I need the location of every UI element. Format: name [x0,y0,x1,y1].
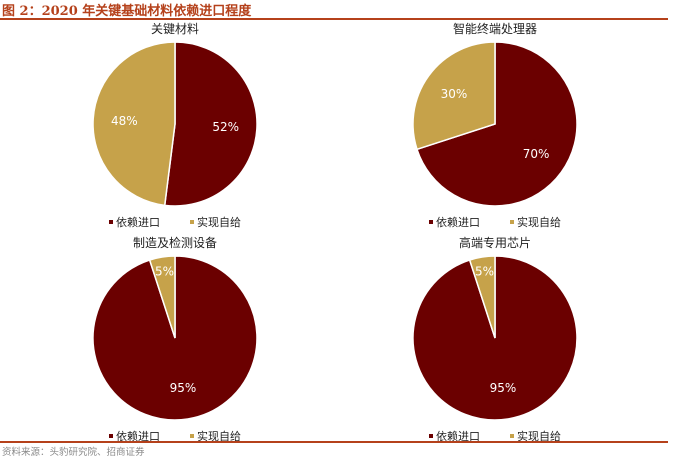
source-rule [0,441,668,443]
legend-label-import: 依赖进口 [436,430,480,443]
legend-swatch-self-sufficient [510,220,514,224]
legend-swatch-self-sufficient [190,220,194,224]
pie-legend: 依赖进口 实现自给 [10,214,340,230]
legend-swatch-import [429,434,433,438]
legend-swatch-import [109,434,113,438]
legend-label-self-sufficient: 实现自给 [517,216,561,229]
source-note: 资料来源：头豹研究院、招商证券 [2,447,145,458]
pie-title: 高端专用芯片 [458,236,531,250]
legend-swatch-import [429,220,433,224]
pie-value-label: 5% [475,265,494,279]
pie-slice-import [416,41,578,207]
legend-swatch-self-sufficient [510,434,514,438]
pie-title: 制造及检测设备 [132,236,217,250]
legend-item-import: 依赖进口 [429,428,480,444]
pie-panel-critical-materials: 关键材料 52% 48% 依赖进口 实现自给 [10,20,340,236]
pie-title: 智能终端处理器 [452,22,537,36]
legend-label-self-sufficient: 实现自给 [517,430,561,443]
pie-value-label: 30% [441,87,468,101]
legend-item-import: 依赖进口 [109,428,160,444]
legend-item-import: 依赖进口 [429,214,480,230]
legend-item-self-sufficient: 实现自给 [510,428,561,444]
legend-item-import: 依赖进口 [109,214,160,230]
legend-swatch-self-sufficient [190,434,194,438]
pie-value-label: 5% [155,265,174,279]
pie-value-label: 95% [170,381,197,395]
legend-label-import: 依赖进口 [436,216,480,229]
pie-slice-self-sufficient [148,255,176,339]
legend-label-import: 依赖进口 [116,216,160,229]
pie-legend: 依赖进口 实现自给 [10,428,340,444]
pie-slice-import [163,41,258,207]
pie-value-label: 52% [212,120,239,134]
pie-panel-manufacturing-equipment: 制造及检测设备 95% 5% 依赖进口 实现自给 [10,234,340,450]
pie-slice-self-sufficient [412,41,496,151]
pie-panel-terminal-processors: 智能终端处理器 70% 30% 依赖进口 实现自给 [330,20,660,236]
pie-value-label: 95% [490,381,517,395]
legend-label-import: 依赖进口 [116,430,160,443]
legend-item-self-sufficient: 实现自给 [190,214,241,230]
legend-item-self-sufficient: 实现自给 [190,428,241,444]
pie-chart: 70% 30% [412,41,578,207]
pie-legend: 依赖进口 实现自给 [330,214,660,230]
legend-swatch-import [109,220,113,224]
pie-chart: 95% 5% [92,255,258,421]
pie-slice-self-sufficient [92,41,176,207]
legend-label-self-sufficient: 实现自给 [197,216,241,229]
pie-value-label: 48% [111,114,138,128]
pie-value-label: 70% [523,147,550,161]
pie-chart: 52% 48% [92,41,258,207]
pie-slice-self-sufficient [468,255,496,339]
legend-item-self-sufficient: 实现自给 [510,214,561,230]
figure-title: 图 2：2020 年关键基础材料依赖进口程度 [2,4,252,19]
pie-title: 关键材料 [150,22,199,36]
pie-chart: 95% 5% [412,255,578,421]
pie-panel-high-end-chips: 高端专用芯片 95% 5% 依赖进口 实现自给 [330,234,660,450]
title-rule [0,18,668,20]
legend-label-self-sufficient: 实现自给 [197,430,241,443]
pie-legend: 依赖进口 实现自给 [330,428,660,444]
